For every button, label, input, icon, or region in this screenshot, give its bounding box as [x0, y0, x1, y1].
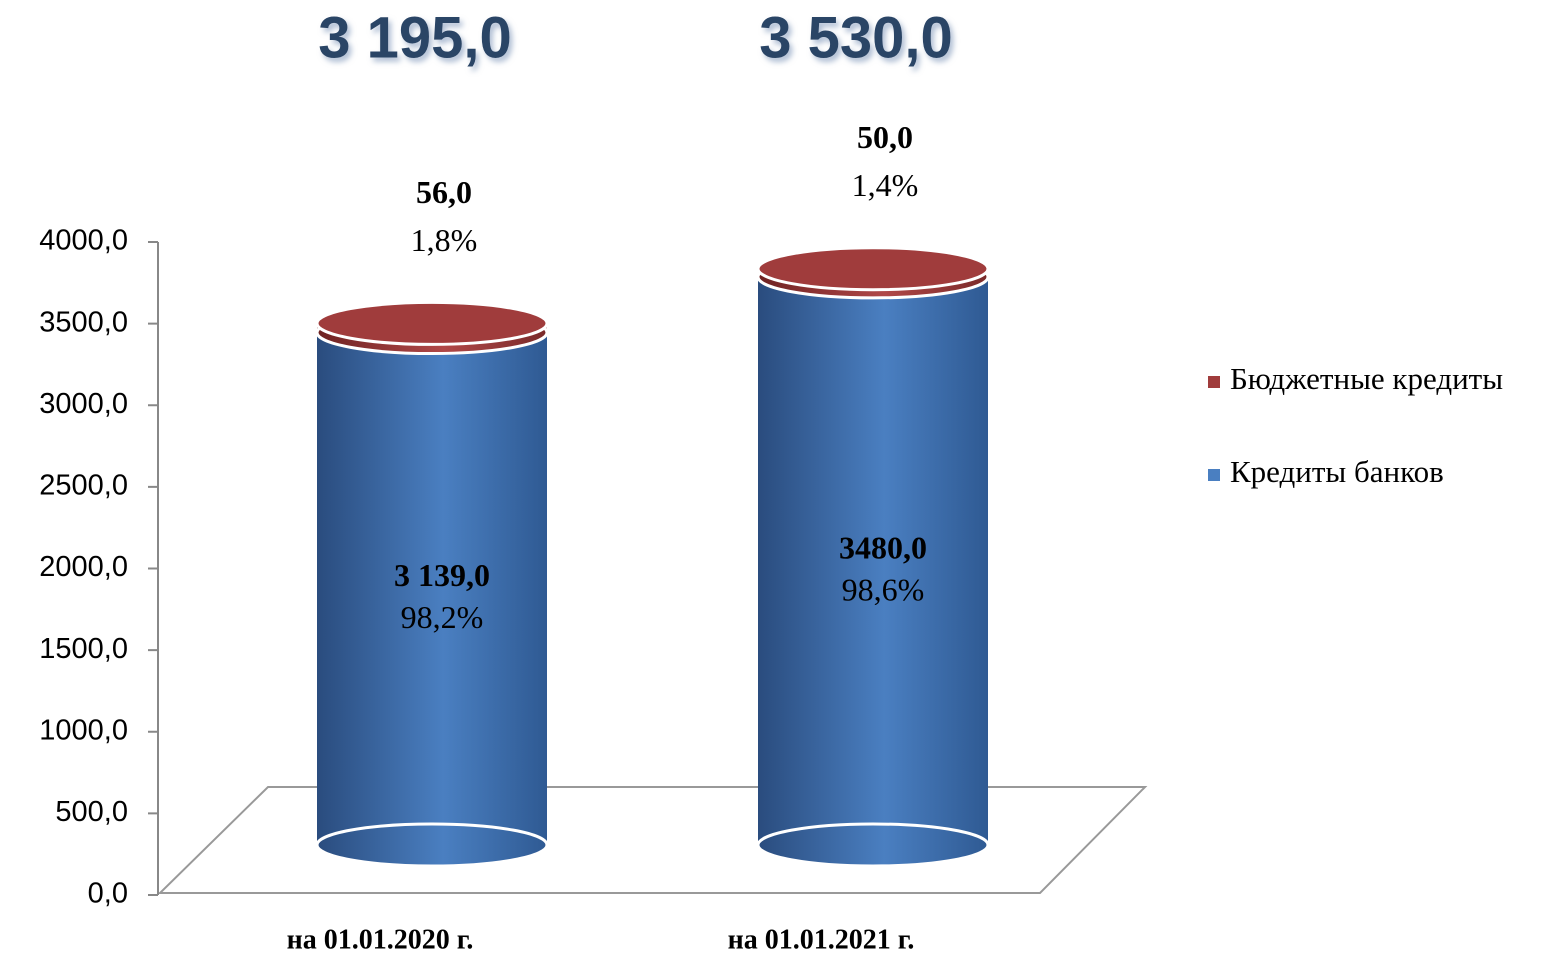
- share-label: 98,2%: [401, 599, 484, 635]
- value-label: 50,0: [857, 119, 913, 155]
- total-label: 3 530,0: [759, 5, 953, 70]
- y-tick-label: 1000,0: [39, 714, 128, 746]
- total-label: 3 195,0: [318, 5, 512, 70]
- y-tick-label: 4000,0: [39, 225, 128, 257]
- value-label: 3480,0: [839, 529, 927, 565]
- y-tick-label: 2000,0: [39, 551, 128, 583]
- value-label: 3 139,0: [394, 557, 490, 593]
- cylinder-top: [756, 246, 990, 292]
- legend-label: Кредиты банков: [1230, 454, 1444, 489]
- floor: [157, 786, 1148, 894]
- cylinder-top: [315, 300, 549, 346]
- value-label: 56,0: [416, 174, 472, 210]
- cylinder-body: [317, 332, 547, 846]
- share-label: 98,6%: [842, 571, 925, 607]
- y-tick-label: 1500,0: [39, 633, 128, 665]
- legend-swatch: [1208, 376, 1220, 388]
- y-tick-label: 500,0: [55, 796, 128, 828]
- share-label: 1,8%: [411, 222, 478, 258]
- x-tick-label: на 01.01.2021 г.: [728, 924, 915, 955]
- legend-swatch: [1208, 469, 1220, 481]
- cylinder-base: [315, 822, 549, 868]
- y-tick-label: 2500,0: [39, 470, 128, 502]
- legend-label: Бюджетные кредиты: [1230, 361, 1503, 396]
- y-tick-label: 3500,0: [39, 306, 128, 338]
- y-tick-label: 3000,0: [39, 388, 128, 420]
- x-tick-label: на 01.01.2020 г.: [287, 924, 474, 955]
- y-tick-label: 0,0: [88, 878, 128, 910]
- cylinder-body: [758, 276, 988, 845]
- share-label: 1,4%: [852, 167, 919, 203]
- cylinder-base: [756, 822, 990, 868]
